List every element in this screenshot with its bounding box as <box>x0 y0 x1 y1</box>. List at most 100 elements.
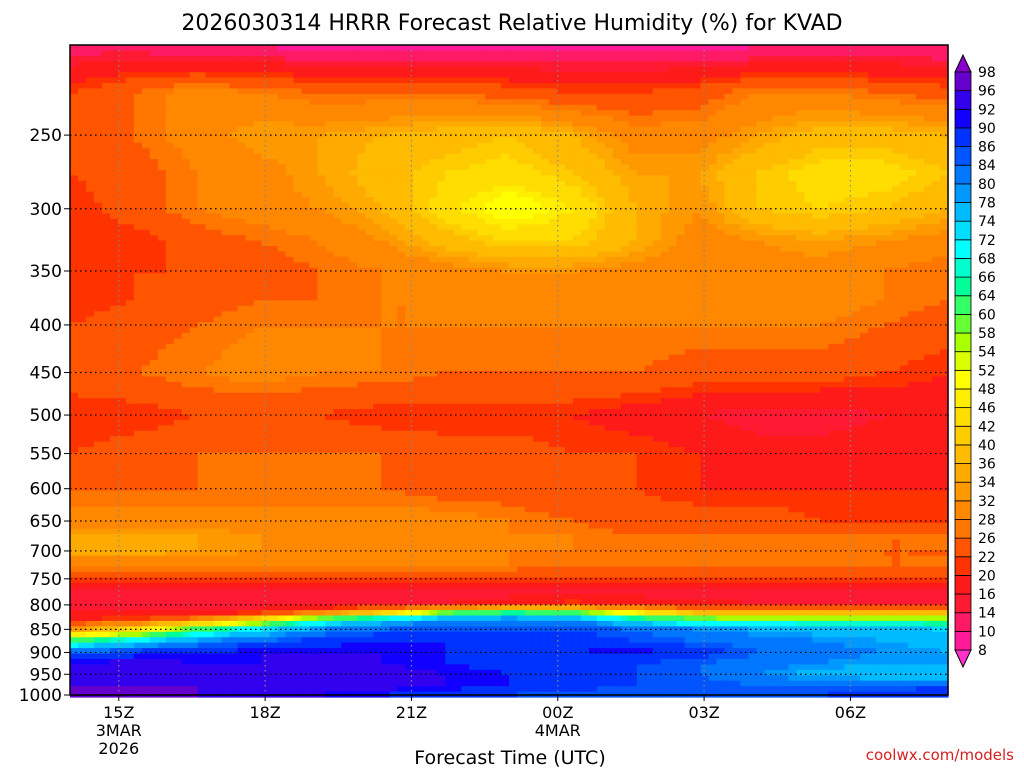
rh-cell <box>501 284 510 291</box>
rh-cell <box>197 50 207 57</box>
rh-cell <box>836 137 845 144</box>
rh-cell <box>509 197 518 204</box>
rh-cell <box>205 110 215 117</box>
rh-cell <box>285 50 295 57</box>
rh-cell <box>373 186 382 193</box>
rh-cell <box>333 175 342 182</box>
rh-cell <box>189 246 199 253</box>
rh-cell <box>93 121 103 128</box>
rh-cell <box>804 142 813 149</box>
rh-cell <box>237 186 247 193</box>
rh-cell <box>812 159 821 166</box>
rh-cell <box>556 110 566 117</box>
rh-cell <box>173 289 183 296</box>
rh-cell <box>660 142 670 149</box>
rh-cell <box>365 153 374 160</box>
rh-cell <box>876 278 885 285</box>
rh-cell <box>572 169 582 176</box>
rh-cell <box>317 289 327 296</box>
rh-cell <box>852 110 861 117</box>
rh-cell <box>397 229 406 236</box>
rh-cell <box>780 66 789 73</box>
rh-cell <box>836 218 845 225</box>
rh-cell <box>405 83 414 90</box>
rh-cell <box>636 148 646 155</box>
rh-cell <box>580 240 590 247</box>
rh-cell <box>828 278 837 285</box>
rh-cell <box>373 169 382 176</box>
rh-cell <box>708 148 718 155</box>
rh-cell <box>676 45 686 52</box>
rh-cell <box>285 262 295 269</box>
rh-cell <box>572 137 582 144</box>
rh-cell <box>117 115 127 122</box>
rh-cell <box>405 213 414 220</box>
rh-cell <box>780 110 789 117</box>
rh-cell <box>309 229 319 236</box>
rh-cell <box>876 66 885 73</box>
rh-cell <box>700 256 710 263</box>
rh-cell <box>628 115 638 122</box>
rh-cell <box>381 50 390 57</box>
rh-cell <box>532 164 542 171</box>
rh-cell <box>509 153 518 160</box>
rh-cell <box>429 66 438 73</box>
rh-cell <box>572 256 582 263</box>
rh-cell <box>421 208 430 215</box>
rh-cell <box>77 137 87 144</box>
rh-cell <box>772 235 781 242</box>
rh-cell <box>708 213 718 220</box>
rh-cell <box>309 45 319 52</box>
rh-cell <box>620 224 630 231</box>
rh-cell <box>620 137 630 144</box>
rh-cell <box>668 224 678 231</box>
rh-cell <box>165 45 175 52</box>
rh-cell <box>668 83 678 90</box>
rh-cell <box>812 110 821 117</box>
rh-cell <box>357 284 366 291</box>
rh-cell <box>940 246 949 253</box>
rh-cell <box>916 61 925 68</box>
rh-cell <box>772 218 781 225</box>
rh-cell <box>173 267 183 274</box>
rh-cell <box>477 186 486 193</box>
rh-cell <box>660 240 670 247</box>
rh-cell <box>860 93 869 100</box>
rh-cell <box>117 284 127 291</box>
rh-cell <box>325 50 334 57</box>
rh-cell <box>908 175 917 182</box>
rh-cell <box>652 148 662 155</box>
rh-cell <box>221 66 231 73</box>
rh-cell <box>556 256 566 263</box>
rh-cell <box>612 142 622 149</box>
rh-cell <box>604 262 614 269</box>
rh-cell <box>189 110 199 117</box>
rh-cell <box>684 246 694 253</box>
rh-cell <box>620 99 630 106</box>
rh-cell <box>844 235 853 242</box>
rh-cell <box>70 229 79 236</box>
rh-cell <box>413 213 422 220</box>
rh-cell <box>365 289 374 296</box>
rh-cell <box>277 83 287 90</box>
rh-cell <box>884 235 893 242</box>
rh-cell <box>940 45 949 52</box>
rh-cell <box>652 213 662 220</box>
rh-cell <box>756 186 766 193</box>
rh-cell <box>333 246 342 253</box>
rh-cell <box>477 77 486 84</box>
rh-cell <box>357 153 366 160</box>
rh-cell <box>109 218 119 225</box>
rh-cell <box>125 202 135 209</box>
rh-cell <box>796 256 805 263</box>
rh-cell <box>876 180 885 187</box>
rh-cell <box>932 55 941 62</box>
rh-cell <box>716 153 726 160</box>
rh-cell <box>405 126 414 133</box>
rh-cell <box>932 229 941 236</box>
rh-cell <box>700 142 710 149</box>
rh-cell <box>764 169 773 176</box>
rh-cell <box>477 229 486 236</box>
rh-cell <box>620 164 630 171</box>
rh-cell <box>540 202 550 209</box>
